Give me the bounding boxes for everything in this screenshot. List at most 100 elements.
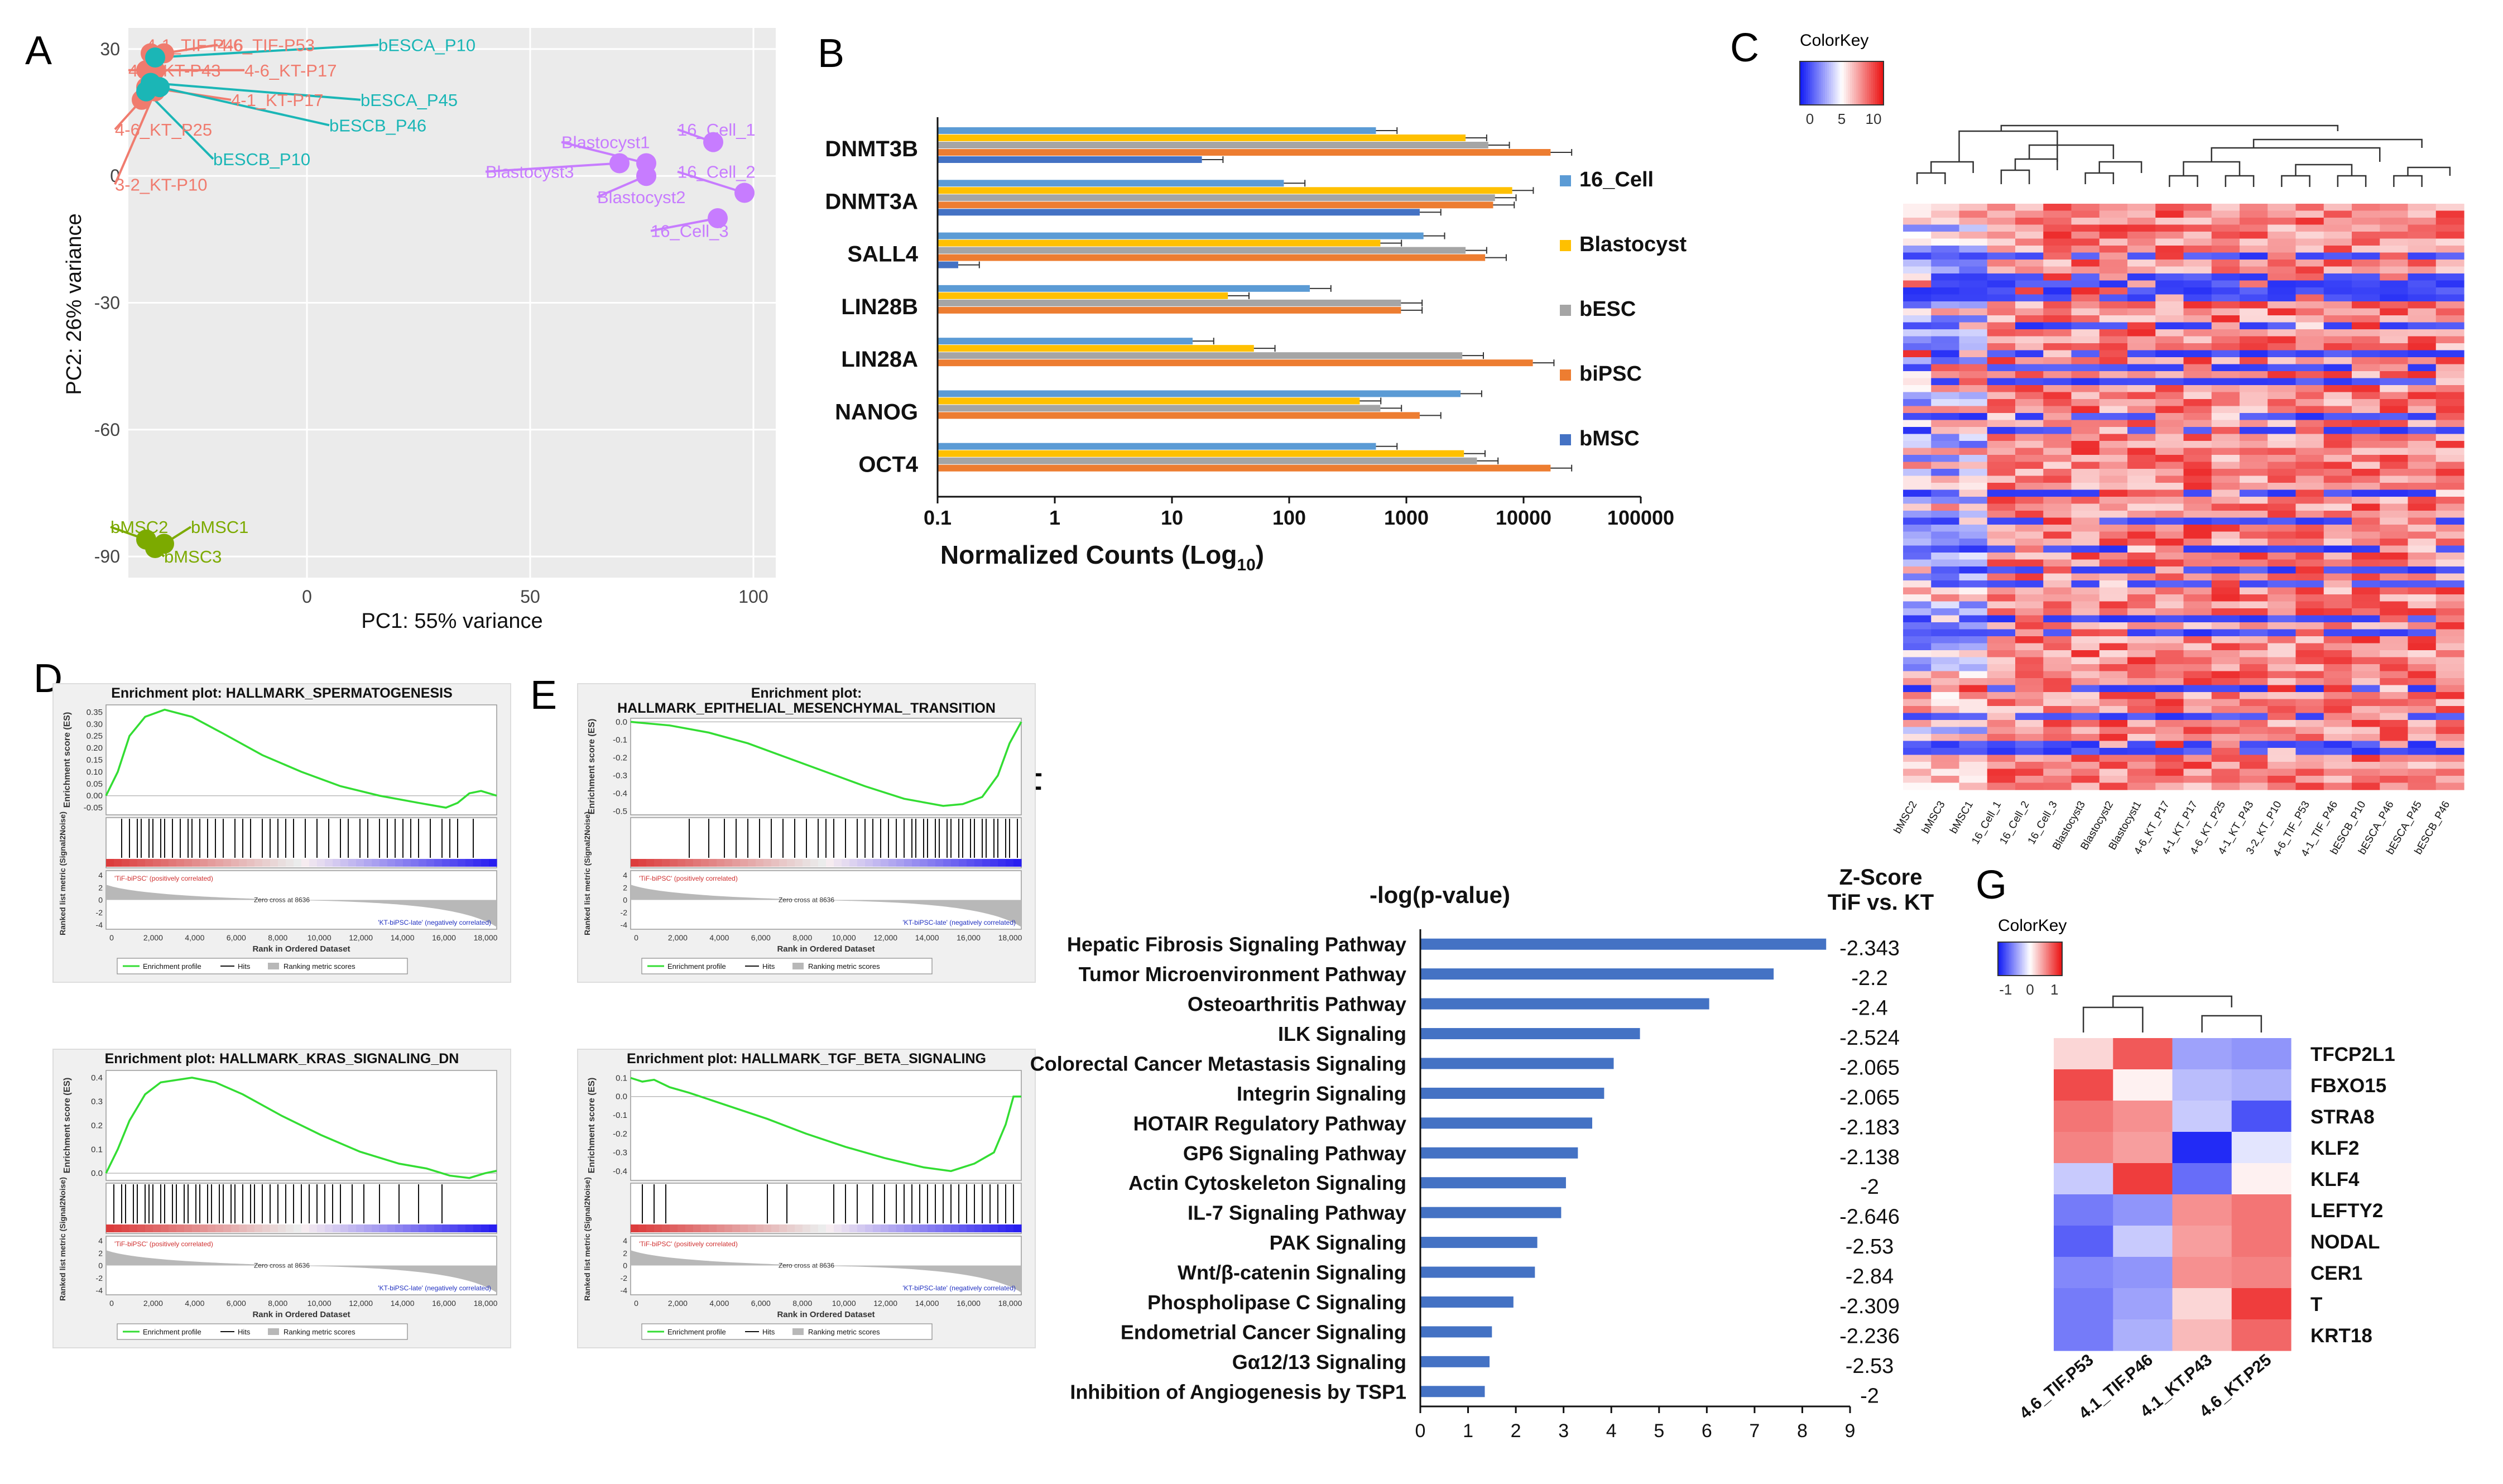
heatmap-cell bbox=[2323, 713, 2352, 721]
scatter-point bbox=[145, 537, 165, 558]
heatmap-cell bbox=[2183, 364, 2212, 372]
heatmap-cell bbox=[2183, 350, 2212, 358]
heatmap-cell bbox=[2408, 503, 2437, 511]
heatmap-cell bbox=[2380, 476, 2409, 483]
rank-tick-label: 18,000 bbox=[474, 1299, 498, 1308]
colorkey-tick: 5 bbox=[1838, 111, 1846, 127]
heatmap-cell bbox=[2155, 685, 2184, 693]
heatmap-cell bbox=[1931, 357, 1960, 365]
heatmap-cell bbox=[2015, 469, 2044, 477]
heatmap-cell bbox=[2015, 580, 2044, 588]
heatmap-cell bbox=[2240, 769, 2268, 776]
heatmap-cell bbox=[1959, 503, 1988, 511]
ranking-color-strip bbox=[254, 1224, 263, 1232]
heatmap-cell bbox=[2211, 762, 2240, 770]
heatmap-cell bbox=[1987, 434, 2016, 441]
heatmap-cell bbox=[2352, 420, 2380, 428]
heatmap-cell bbox=[2211, 566, 2240, 574]
heatmap-cell bbox=[2267, 413, 2297, 421]
heatmap-cell bbox=[2323, 664, 2352, 672]
heatmap-cell bbox=[2408, 553, 2437, 560]
heatmap-cell bbox=[2211, 539, 2240, 546]
heatmap-cell bbox=[2127, 782, 2156, 790]
heatmap-cell bbox=[2267, 218, 2297, 225]
ranking-color-strip bbox=[434, 859, 443, 867]
heatmap-cell bbox=[1931, 489, 1960, 497]
heatmap-cell bbox=[2127, 601, 2156, 609]
heatmap-cell bbox=[2043, 308, 2072, 316]
heatmap-cell bbox=[2408, 664, 2437, 672]
metric-axis-label: Ranked list metric (Signal2Noise) bbox=[58, 811, 67, 935]
ranking-color-strip bbox=[481, 1224, 489, 1232]
expression-bar bbox=[938, 352, 1463, 359]
heatmap-cell bbox=[2352, 434, 2380, 441]
enrichment-profile-line bbox=[630, 1077, 1021, 1173]
heatmap-cell bbox=[2099, 392, 2128, 400]
x-tick-label: 100 bbox=[1272, 506, 1306, 529]
heatmap-cell bbox=[2408, 476, 2437, 483]
heatmap-cell bbox=[2113, 1069, 2173, 1101]
heatmap-cell bbox=[2267, 441, 2297, 449]
zscore-value: -2.84 bbox=[1846, 1265, 1894, 1289]
heatmap-cell bbox=[2127, 413, 2156, 421]
scatter-point bbox=[636, 166, 656, 186]
heatmap-cell bbox=[2015, 246, 2044, 253]
heatmap-cell bbox=[2155, 392, 2184, 400]
heatmap-cell bbox=[1931, 685, 1960, 693]
heatmap-cell bbox=[2015, 448, 2044, 455]
ranking-color-strip bbox=[317, 1224, 325, 1232]
heatmap-cell bbox=[2240, 706, 2268, 714]
rank-tick-label: 2,000 bbox=[668, 1299, 688, 1308]
heatmap-cell bbox=[2183, 252, 2212, 260]
heatmap-cell bbox=[1903, 545, 1932, 553]
zscore-value: -2.646 bbox=[1839, 1206, 1900, 1229]
ranking-color-strip bbox=[465, 859, 474, 867]
heatmap-cell bbox=[2408, 643, 2437, 651]
dendrogram-branch bbox=[2252, 138, 2423, 148]
heatmap-cell bbox=[2435, 301, 2464, 309]
heatmap-cell bbox=[2408, 287, 2437, 295]
heatmap-cell bbox=[2380, 287, 2409, 295]
heatmap-cell bbox=[2435, 406, 2464, 414]
ranking-color-strip bbox=[301, 859, 310, 867]
heatmap-cell bbox=[2211, 615, 2240, 623]
heatmap-cell bbox=[2071, 260, 2100, 267]
expression-bar bbox=[938, 239, 1381, 247]
ranking-color-strip bbox=[176, 859, 185, 867]
heatmap-cell bbox=[2099, 336, 2128, 344]
ranking-color-strip bbox=[145, 1224, 153, 1232]
heatmap-cell bbox=[2380, 622, 2409, 630]
heatmap-cell bbox=[1931, 420, 1960, 428]
heatmap-cell bbox=[1987, 615, 2016, 623]
pathway-bar bbox=[1420, 1087, 1604, 1099]
ranking-color-strip bbox=[395, 1224, 403, 1232]
heatmap-cell bbox=[2435, 413, 2464, 421]
legend-hits-label: Hits bbox=[238, 962, 251, 971]
rank-tick-label: 8,000 bbox=[268, 1299, 287, 1308]
heatmap-cell bbox=[2211, 650, 2240, 658]
heatmap-cell bbox=[2183, 503, 2212, 511]
heatmap-cell bbox=[2435, 545, 2464, 553]
heatmap-cell bbox=[1931, 392, 1960, 400]
pathway-label: Inhibition of Angiogenesis by TSP1 bbox=[1070, 1380, 1406, 1403]
heatmap-cell bbox=[2043, 232, 2072, 239]
x-tick-label: 0 bbox=[1415, 1420, 1426, 1442]
heatmap-cell bbox=[2408, 308, 2437, 316]
heatmap-cell bbox=[1931, 615, 1960, 623]
metric-tick-label: 2 bbox=[98, 1248, 103, 1257]
heatmap-cell bbox=[2155, 204, 2184, 212]
heatmap-cell bbox=[2240, 566, 2268, 574]
heatmap-cell bbox=[2054, 1132, 2113, 1164]
heatmap-cell bbox=[2127, 643, 2156, 651]
heatmap-cell bbox=[2408, 782, 2437, 790]
heatmap-cell bbox=[2071, 322, 2100, 330]
heatmap-cell bbox=[2323, 364, 2352, 372]
heatmap-cell bbox=[1959, 469, 1988, 477]
ranking-color-strip bbox=[200, 859, 208, 867]
heatmap-cell bbox=[2295, 622, 2324, 630]
heatmap-cell bbox=[2015, 301, 2044, 309]
heatmap-cell bbox=[2380, 232, 2409, 239]
es-tick-label: 0.0 bbox=[616, 717, 627, 727]
heatmap-cell bbox=[2435, 692, 2464, 700]
colorkey-swatch bbox=[2012, 942, 2015, 976]
